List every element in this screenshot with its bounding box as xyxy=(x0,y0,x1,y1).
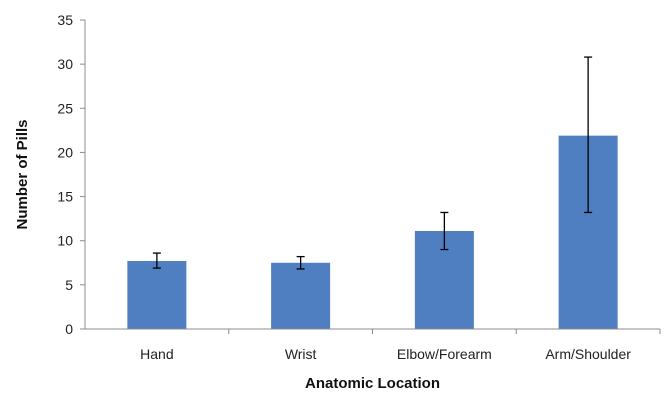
bar-hand xyxy=(127,261,187,329)
y-tick-label: 20 xyxy=(57,144,73,160)
x-axis-tick-labels: Hand Wrist Elbow/Forearm Arm/Shoulder xyxy=(140,346,631,362)
bars xyxy=(127,135,661,334)
y-tick-label: 0 xyxy=(65,321,73,337)
x-tick-label: Elbow/Forearm xyxy=(397,346,492,362)
x-tick-label: Wrist xyxy=(285,346,317,362)
x-tick-label: Hand xyxy=(140,346,173,362)
y-tick-label: 10 xyxy=(57,233,73,249)
y-tick-label: 35 xyxy=(57,12,73,28)
y-tick-label: 30 xyxy=(57,56,73,72)
y-axis-ticks: 0 5 10 15 20 25 30 35 xyxy=(57,12,85,337)
x-tick-label: Arm/Shoulder xyxy=(545,346,631,362)
bar-wrist xyxy=(271,262,331,329)
y-axis-title: Number of Pills xyxy=(14,119,31,229)
error-bars xyxy=(152,56,593,270)
y-tick-label: 15 xyxy=(57,189,73,205)
x-axis-title: Anatomic Location xyxy=(305,375,440,392)
y-tick-label: 5 xyxy=(65,277,73,293)
y-tick-label: 25 xyxy=(57,100,73,116)
